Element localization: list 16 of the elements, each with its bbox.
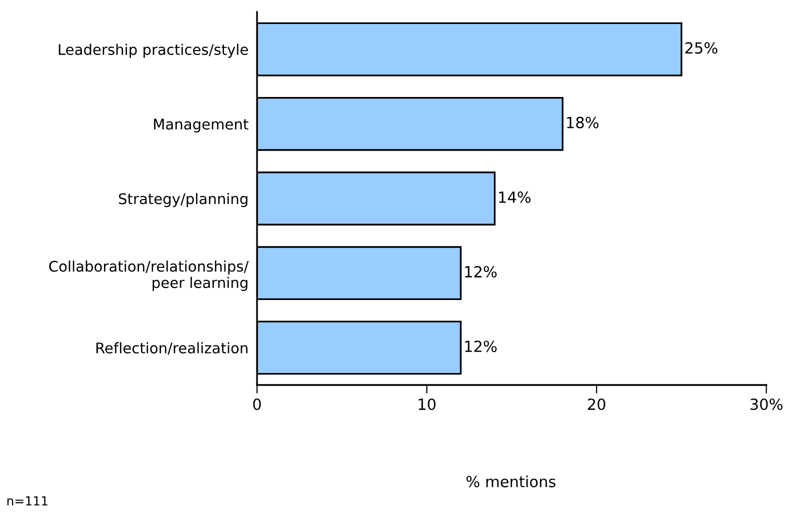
x-tick-label: 10 [418, 398, 436, 410]
data-label: 14% [499, 191, 531, 203]
y-tick-label: Strategy/planning [118, 192, 248, 208]
y-tick-label: Reflection/realization [96, 342, 248, 355]
data-label: 12% [465, 340, 497, 352]
text: n=111 [7, 496, 48, 506]
y-tick-label: Collaboration/relationships/ peer learning [49, 260, 249, 291]
data-label: 18% [567, 116, 599, 128]
y-tick-label: Management [154, 118, 248, 132]
text: % mentions [466, 476, 556, 488]
x-tick-label: 0 [253, 398, 261, 410]
data-label: 12% [465, 266, 497, 278]
y-tick-label: Leadership practices/style [58, 44, 248, 58]
data-label: 25% [685, 42, 718, 54]
x-tick-label: 30% [750, 398, 782, 410]
x-tick-label: 20 [588, 398, 606, 410]
